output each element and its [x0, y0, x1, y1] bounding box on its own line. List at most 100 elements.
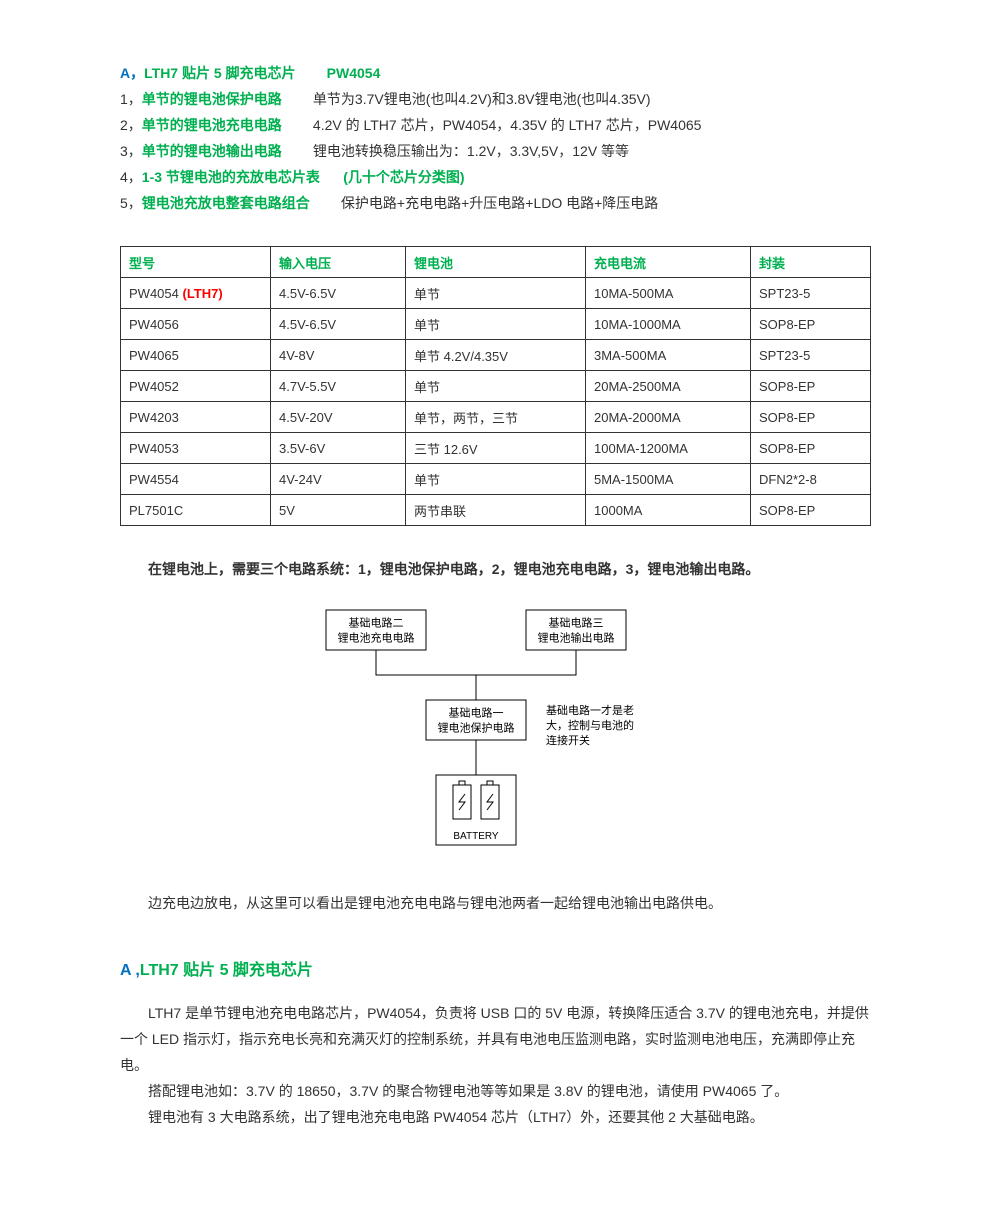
intro-line-number: 1， [120, 91, 142, 107]
section-a-prefix: A , [120, 962, 140, 979]
cell-bat: 两节串联 [406, 495, 586, 526]
intro-prefix: A， [120, 65, 144, 81]
cell-model: PW4203 [121, 402, 271, 433]
intro-line-desc: 4.2V 的 LTH7 芯片，PW4054，4.35V 的 LTH7 芯片，PW… [313, 117, 702, 133]
section-a-para-2: 搭配锂电池如：3.7V 的 18650，3.7V 的聚合物锂电池等等如果是 3.… [120, 1078, 871, 1104]
cell-bat: 单节 4.2V/4.35V [406, 340, 586, 371]
cell-pkg: SPT23-5 [751, 340, 871, 371]
intro-block: A，LTH7 贴片 5 脚充电芯片 PW4054 1，单节的锂电池保护电路 单节… [120, 60, 871, 216]
intro-line-number: 3， [120, 143, 142, 159]
table-row: PW40654V-8V单节 4.2V/4.35V3MA-500MASPT23-5 [121, 340, 871, 371]
cell-model: PW4054 (LTH7) [121, 278, 271, 309]
cell-vin: 4.5V-6.5V [271, 278, 406, 309]
cell-iout: 3MA-500MA [586, 340, 751, 371]
cell-bat: 单节 [406, 278, 586, 309]
table-row: PL7501C5V两节串联1000MASOP8-EP [121, 495, 871, 526]
summary-paragraph-2: 边充电边放电，从这里可以看出是锂电池充电电路与锂电池两者一起给锂电池输出电路供电… [120, 890, 871, 916]
intro-line-desc: (几十个芯片分类图) [343, 169, 464, 185]
cell-model: PW4554 [121, 464, 271, 495]
cell-iout: 5MA-1500MA [586, 464, 751, 495]
cell-model: PW4056 [121, 309, 271, 340]
col-pkg: 封装 [751, 247, 871, 278]
table-row: PW40533.5V-6V三节 12.6V100MA-1200MASOP8-EP [121, 433, 871, 464]
cell-model: PW4065 [121, 340, 271, 371]
svg-text:锂电池充电电路: 锂电池充电电路 [337, 631, 414, 645]
spec-table: 型号 输入电压 锂电池 充电电流 封装 PW4054 (LTH7)4.5V-6.… [120, 246, 871, 526]
intro-line-link[interactable]: 单节的锂电池输出电路 [142, 143, 282, 159]
intro-header-line: A，LTH7 贴片 5 脚充电芯片 PW4054 [120, 60, 871, 86]
svg-text:基础电路一: 基础电路一 [448, 707, 503, 720]
intro-line-number: 4， [120, 169, 142, 185]
intro-line-3: 3，单节的锂电池输出电路 锂电池转换稳压输出为：1.2V，3.3V,5V，12V… [120, 138, 871, 164]
svg-text:基础电路二: 基础电路二 [348, 617, 403, 630]
table-row: PW4054 (LTH7)4.5V-6.5V单节10MA-500MASPT23-… [121, 278, 871, 309]
cell-iout: 10MA-500MA [586, 278, 751, 309]
summary-paragraph-1: 在锂电池上，需要三个电路系统：1，锂电池保护电路，2，锂电池充电电路，3，锂电池… [120, 556, 871, 582]
table-row: PW45544V-24V单节5MA-1500MADFN2*2-8 [121, 464, 871, 495]
intro-line-4: 4，1-3 节锂电池的充放电芯片表 (几十个芯片分类图) [120, 164, 871, 190]
cell-vin: 4.7V-5.5V [271, 371, 406, 402]
col-iout: 充电电流 [586, 247, 751, 278]
cell-vin: 4.5V-6.5V [271, 309, 406, 340]
cell-bat: 单节 [406, 464, 586, 495]
cell-pkg: SPT23-5 [751, 278, 871, 309]
cell-bat: 单节 [406, 309, 586, 340]
svg-text:大，控制与电池的: 大，控制与电池的 [546, 718, 634, 732]
svg-text:基础电路三: 基础电路三 [548, 617, 603, 630]
intro-line-number: 5， [120, 195, 142, 211]
intro-line-2: 2，单节的锂电池充电电路 4.2V 的 LTH7 芯片，PW4054，4.35V… [120, 112, 871, 138]
table-row: PW42034.5V-20V单节，两节，三节20MA-2000MASOP8-EP [121, 402, 871, 433]
cell-vin: 4.5V-20V [271, 402, 406, 433]
cell-vin: 5V [271, 495, 406, 526]
cell-pkg: SOP8-EP [751, 371, 871, 402]
intro-line-link[interactable]: 1-3 节锂电池的充放电芯片表 [142, 169, 320, 185]
cell-model: PW4052 [121, 371, 271, 402]
cell-iout: 20MA-2000MA [586, 402, 751, 433]
intro-line-number: 2， [120, 117, 142, 133]
section-a-title: A ,LTH7 贴片 5 脚充电芯片 [120, 956, 871, 980]
col-model: 型号 [121, 247, 271, 278]
intro-line-link[interactable]: 单节的锂电池充电电路 [142, 117, 282, 133]
cell-vin: 3.5V-6V [271, 433, 406, 464]
cell-bat: 三节 12.6V [406, 433, 586, 464]
svg-text:锂电池保护电路: 锂电池保护电路 [437, 721, 514, 735]
cell-vin: 4V-8V [271, 340, 406, 371]
table-row: PW40564.5V-6.5V单节10MA-1000MASOP8-EP [121, 309, 871, 340]
intro-green-chip: PW4054 [327, 65, 381, 81]
col-vin: 输入电压 [271, 247, 406, 278]
intro-line-5: 5，锂电池充放电整套电路组合 保护电路+充电电路+升压电路+LDO 电路+降压电… [120, 190, 871, 216]
cell-iout: 1000MA [586, 495, 751, 526]
col-bat: 锂电池 [406, 247, 586, 278]
intro-green-title: LTH7 贴片 5 脚充电芯片 [144, 65, 295, 81]
svg-text:基础电路一才是老: 基础电路一才是老 [546, 703, 634, 717]
section-a-para-3: 锂电池有 3 大电路系统，出了锂电池充电电路 PW4054 芯片（LTH7）外，… [120, 1104, 871, 1130]
cell-model: PW4053 [121, 433, 271, 464]
intro-line-1: 1，单节的锂电池保护电路 单节为3.7V锂电池(也叫4.2V)和3.8V锂电池(… [120, 86, 871, 112]
cell-vin: 4V-24V [271, 464, 406, 495]
diagram-container: 基础电路二锂电池充电电路 基础电路三锂电池输出电路基础电路一锂电池保护电路 BATT… [120, 600, 871, 860]
intro-line-desc: 锂电池转换稳压输出为：1.2V，3.3V,5V，12V 等等 [313, 143, 629, 159]
cell-pkg: SOP8-EP [751, 433, 871, 464]
table-row: PW40524.7V-5.5V单节20MA-2500MASOP8-EP [121, 371, 871, 402]
cell-iout: 100MA-1200MA [586, 433, 751, 464]
cell-bat: 单节 [406, 371, 586, 402]
intro-line-desc: 保护电路+充电电路+升压电路+LDO 电路+降压电路 [341, 195, 658, 211]
cell-pkg: SOP8-EP [751, 402, 871, 433]
cell-pkg: DFN2*2-8 [751, 464, 871, 495]
table-header-row: 型号 输入电压 锂电池 充电电流 封装 [121, 247, 871, 278]
intro-line-link[interactable]: 锂电池充放电整套电路组合 [142, 195, 310, 211]
cell-iout: 20MA-2500MA [586, 371, 751, 402]
circuit-diagram: 基础电路二锂电池充电电路 基础电路三锂电池输出电路基础电路一锂电池保护电路 BATT… [286, 600, 706, 860]
cell-pkg: SOP8-EP [751, 495, 871, 526]
intro-line-link[interactable]: 单节的锂电池保护电路 [142, 91, 282, 107]
cell-pkg: SOP8-EP [751, 309, 871, 340]
cell-bat: 单节，两节，三节 [406, 402, 586, 433]
intro-line-desc: 单节为3.7V锂电池(也叫4.2V)和3.8V锂电池(也叫4.35V) [313, 91, 651, 107]
cell-iout: 10MA-1000MA [586, 309, 751, 340]
section-a-green: LTH7 贴片 5 脚充电芯片 [140, 962, 313, 979]
svg-text:连接开关: 连接开关 [546, 733, 590, 747]
section-a-para-1: LTH7 是单节锂电池充电电路芯片，PW4054，负责将 USB 口的 5V 电… [120, 1000, 871, 1078]
cell-model: PL7501C [121, 495, 271, 526]
svg-text:锂电池输出电路: 锂电池输出电路 [537, 631, 614, 645]
svg-text:BATTERY: BATTERY [453, 831, 499, 842]
